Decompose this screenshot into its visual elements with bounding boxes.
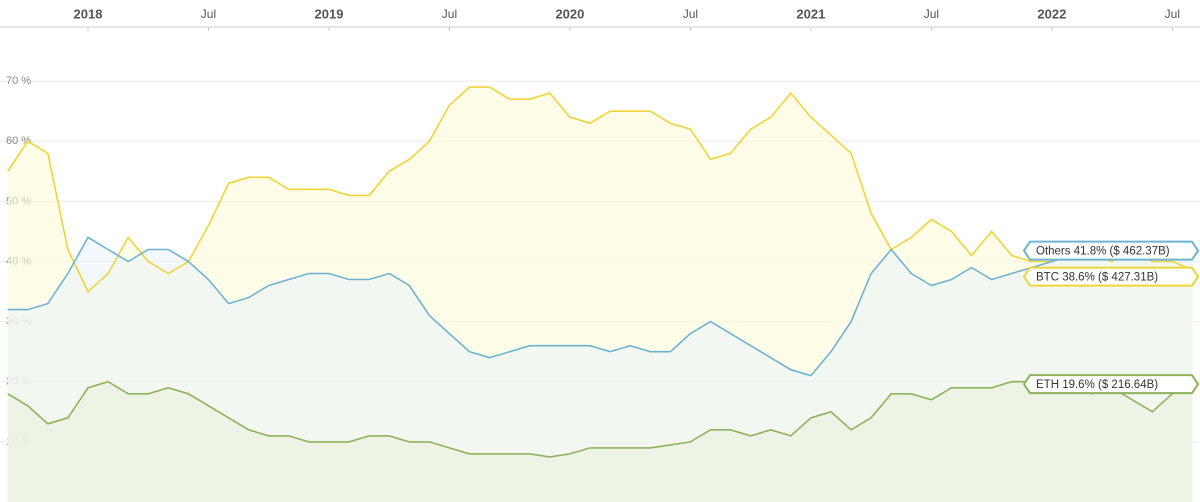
series-area	[7, 381, 1193, 502]
end-label-text: ETH 19.6% ($ 216.64B)	[1036, 379, 1158, 391]
x-tick-label: 2021	[796, 6, 825, 21]
end-label-box	[1022, 240, 1200, 261]
end-label: ETH 19.6% ($ 216.64B)	[1022, 374, 1200, 395]
y-tick-label: 70 %	[6, 75, 31, 87]
end-label-box	[1022, 266, 1200, 287]
end-label-box	[1022, 374, 1200, 395]
end-label-text: BTC 38.6% ($ 427.31B)	[1036, 272, 1158, 284]
end-label-text: Others 41.8% ($ 462.37B)	[1036, 246, 1170, 258]
end-label: Others 41.8% ($ 462.37B)	[1022, 240, 1200, 261]
x-tick-label: 2019	[315, 6, 344, 21]
x-tick-label: 2022	[1037, 6, 1066, 21]
x-tick-label: Jul	[924, 7, 939, 21]
x-tick-label: Jul	[201, 7, 216, 21]
end-label: BTC 38.6% ($ 427.31B)	[1022, 266, 1200, 287]
x-tick-label: Jul	[1165, 7, 1180, 21]
x-tick-label: Jul	[442, 7, 457, 21]
x-tick-label: 2020	[555, 6, 584, 21]
series-line	[7, 236, 1193, 377]
series-line	[7, 380, 1193, 458]
series-line	[7, 86, 1193, 293]
x-tick-label: 2018	[74, 6, 103, 21]
x-tick-label: Jul	[683, 7, 698, 21]
